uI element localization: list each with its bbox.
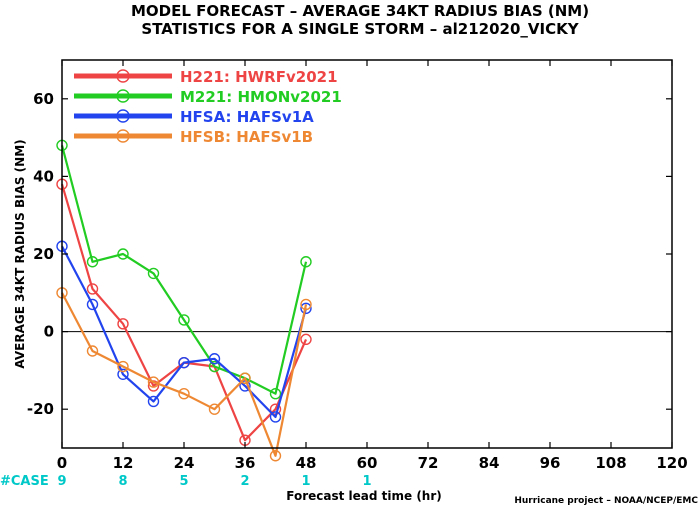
x-tick-label: 84 — [479, 454, 500, 472]
y-axis-label: AVERAGE 34KT RADIUS BIAS (NM) — [13, 139, 27, 368]
y-axis-ticks: -20 0 20 40 60 — [27, 90, 672, 418]
y-tick-label: -20 — [27, 400, 54, 418]
x-tick-label: 120 — [656, 454, 687, 472]
case-count: 9 — [57, 474, 66, 489]
y-tick-label: 40 — [33, 167, 54, 185]
x-tick-label: 24 — [174, 454, 195, 472]
legend-marker — [116, 69, 130, 83]
data-point — [86, 345, 99, 357]
data-point — [117, 368, 129, 380]
data-point — [239, 372, 251, 384]
chart-title: MODEL FORECAST – AVERAGE 34KT RADIUS BIA… — [131, 2, 589, 20]
x-tick-label: 60 — [357, 454, 378, 472]
data-point — [300, 333, 312, 346]
x-tick-label: 0 — [57, 454, 67, 472]
series-line — [61, 245, 308, 419]
series-4 — [56, 287, 312, 462]
chart-subtitle: STATISTICS FOR A SINGLE STORM – al212020… — [141, 20, 579, 38]
case-count: 2 — [240, 474, 249, 489]
y-tick-label: 0 — [44, 323, 54, 341]
data-point — [269, 411, 282, 423]
data-point — [86, 256, 99, 268]
x-tick-label: 48 — [296, 454, 317, 472]
data-point — [300, 298, 312, 311]
series-2 — [56, 139, 312, 400]
y-tick-label: 20 — [33, 245, 54, 263]
data-point — [86, 283, 99, 295]
series-line — [60, 145, 308, 395]
series-layer — [56, 139, 312, 462]
legend-label: H221: HWRFv2021 — [180, 68, 338, 86]
legend-label: M221: HMONv2021 — [180, 88, 342, 106]
legend-marker — [116, 129, 130, 143]
data-point — [269, 387, 282, 400]
data-point — [117, 248, 129, 260]
data-point — [208, 403, 221, 415]
data-point — [300, 302, 312, 315]
data-point — [178, 387, 190, 400]
data-point — [208, 353, 221, 365]
y-tick-label: 60 — [33, 90, 54, 108]
data-point — [147, 376, 160, 388]
data-point — [208, 360, 221, 373]
case-count: 1 — [362, 474, 371, 489]
case-count: 8 — [118, 474, 127, 489]
data-point — [178, 356, 190, 369]
series-line — [61, 292, 308, 457]
data-point — [86, 298, 99, 311]
legend: H221: HWRFv2021 M221: HMONv2021 HFSA: HAFS… — [74, 68, 342, 146]
data-point — [117, 360, 129, 373]
x-tick-label: 36 — [235, 454, 256, 472]
x-tick-label: 108 — [595, 454, 626, 472]
case-count: 5 — [179, 474, 188, 489]
data-point — [178, 314, 190, 326]
series-3 — [56, 240, 312, 423]
x-tick-label: 72 — [418, 454, 439, 472]
x-axis-label: Forecast lead time (hr) — [286, 489, 442, 503]
data-point — [147, 395, 160, 408]
data-point — [269, 450, 282, 462]
x-tick-label: 12 — [113, 454, 134, 472]
x-tick-label: 96 — [540, 454, 561, 472]
case-count: 1 — [301, 474, 310, 489]
footer-credit: Hurricane project – NOAA/NCEP/EMC — [514, 496, 698, 506]
legend-marker — [116, 109, 130, 123]
data-point — [117, 318, 129, 330]
series-line — [60, 183, 308, 442]
legend-marker — [116, 89, 130, 103]
x-axis-ticks: 0 12 24 36 48 60 72 84 96 108 120 — [57, 60, 688, 472]
legend-label: HFSA: HAFSv1A — [180, 108, 314, 126]
case-counts: 9 8 5 2 1 1 — [57, 474, 371, 489]
data-point — [147, 267, 160, 280]
case-label: #CASE — [0, 474, 49, 489]
legend-label: HFSB: HAFSv1B — [180, 128, 313, 146]
data-point — [300, 256, 312, 268]
